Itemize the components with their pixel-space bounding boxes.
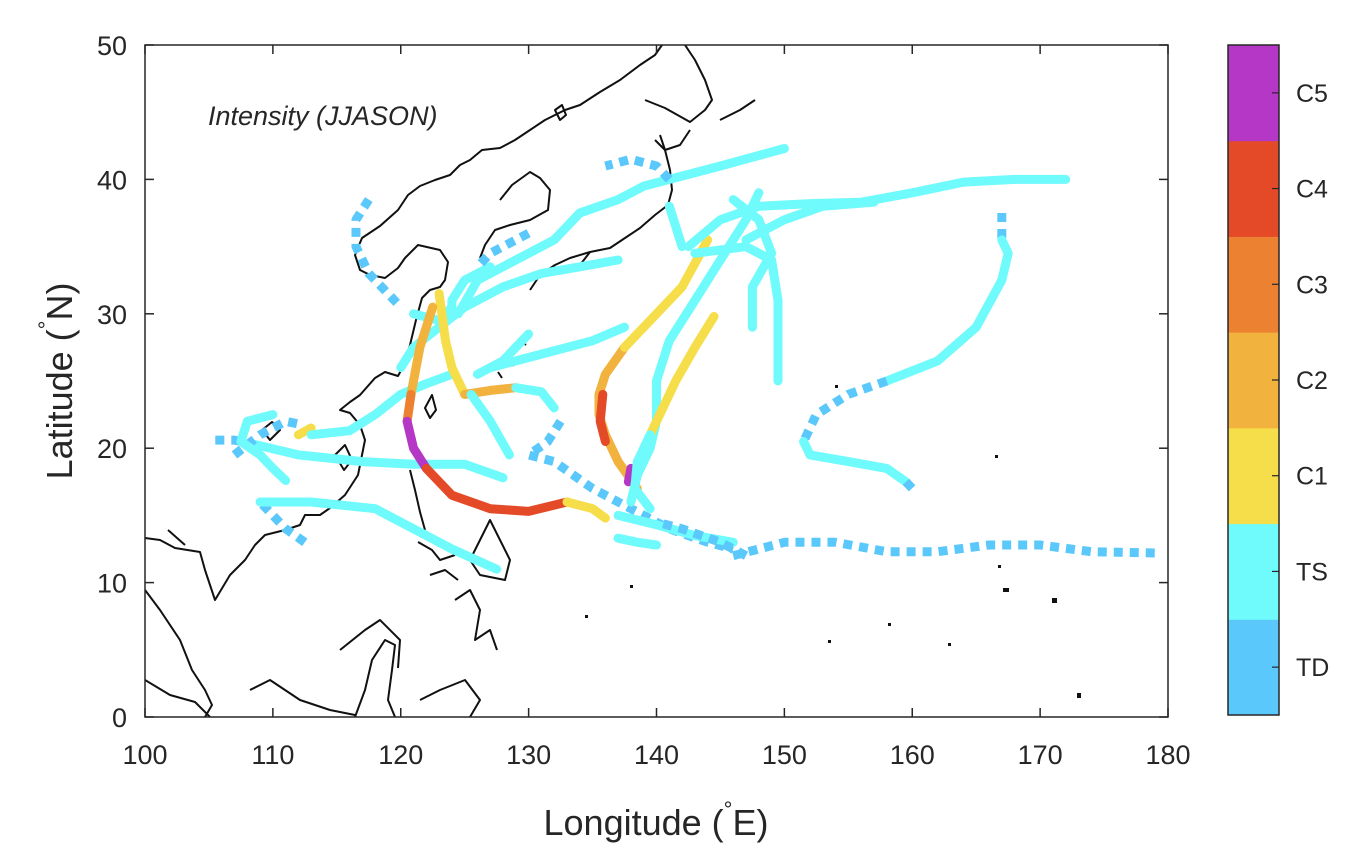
y-axis-title: Latitude (°N) xyxy=(34,283,80,480)
y-tick-label-0: 0 xyxy=(112,703,127,733)
x-tick-label-100: 100 xyxy=(122,740,167,770)
track-39-ts xyxy=(690,242,783,386)
track-32-c5 xyxy=(623,463,636,487)
x-axis-unit: E) xyxy=(732,802,768,843)
y-axis-title-text: Latitude ( xyxy=(39,329,80,479)
track-42-td xyxy=(732,537,1156,561)
x-tick-label-150: 150 xyxy=(762,740,807,770)
track-45-ts xyxy=(882,235,1013,386)
colorbar-swatch-c4 xyxy=(1228,140,1279,237)
track-1-ts xyxy=(255,497,502,574)
x-tick-label-110: 110 xyxy=(251,740,294,770)
colorbar-swatch-c5 xyxy=(1228,45,1279,142)
x-tick-label-170: 170 xyxy=(1018,740,1063,770)
track-0-td xyxy=(256,498,308,546)
track-9-ts xyxy=(485,322,629,373)
track-5-ts xyxy=(236,410,291,485)
small-islands xyxy=(585,385,1081,698)
track-13-ts xyxy=(664,144,789,184)
y-tick-label-20: 20 xyxy=(97,434,127,464)
track-43-td xyxy=(655,517,749,560)
colorbar-swatch-ts xyxy=(1228,523,1279,620)
track-31-c4 xyxy=(595,389,610,446)
colorbar-label-c2: C2 xyxy=(1296,367,1328,395)
y-tick-label-50: 50 xyxy=(97,31,127,61)
colorbar-label-td: TD xyxy=(1296,654,1329,682)
x-tick-label-180: 180 xyxy=(1145,740,1190,770)
x-tick-label-160: 160 xyxy=(890,740,935,770)
track-20-ts xyxy=(511,383,559,413)
x-tick-label-130: 130 xyxy=(506,740,551,770)
colorbar-swatch-c3 xyxy=(1228,236,1279,333)
colorbar-label-ts: TS xyxy=(1296,558,1328,586)
track-47-ts xyxy=(799,437,911,487)
y-axis-unit: N) xyxy=(39,283,80,321)
track-10-ts xyxy=(473,329,534,379)
colorbar-label-c1: C1 xyxy=(1296,463,1328,491)
y-tick-label-40: 40 xyxy=(97,165,127,195)
track-23-c3 xyxy=(402,389,416,426)
track-46-td xyxy=(799,376,889,444)
track-3-ts xyxy=(249,439,508,483)
tracks-layer xyxy=(215,144,1156,574)
colorbar-swatch-c1 xyxy=(1228,427,1279,525)
y-tick-label-30: 30 xyxy=(97,300,127,330)
track-26-c1 xyxy=(562,497,610,523)
track-24-c5 xyxy=(402,416,431,473)
track-27-td xyxy=(524,418,735,554)
x-axis-title: Longitude (°E) xyxy=(544,797,769,843)
map-annotation: Intensity (JJASON) xyxy=(208,101,438,131)
y-tick-label-10: 10 xyxy=(97,569,127,599)
coastlines xyxy=(145,45,756,717)
track-18-c1 xyxy=(434,289,470,399)
track-12-ts xyxy=(453,174,674,319)
x-tick-label-140: 140 xyxy=(634,740,679,770)
track-37-ts xyxy=(664,201,687,252)
track-7-ts xyxy=(306,369,457,440)
x-tick-label-120: 120 xyxy=(378,740,423,770)
track-48-td xyxy=(902,478,916,492)
x-axis-degree: ° xyxy=(724,797,733,822)
track-25-c4 xyxy=(421,463,572,516)
colorbar-label-c3: C3 xyxy=(1296,271,1328,299)
track-22-c2 xyxy=(406,302,438,399)
track-36-ts xyxy=(630,430,655,514)
x-axis-title-text: Longitude ( xyxy=(544,802,724,843)
track-21-ts xyxy=(466,389,514,460)
track-40-ts xyxy=(728,195,777,332)
colorbar-frame xyxy=(1227,44,1280,716)
ticks-layer: 100 110 120 130 140 150 160 170 180 0 10 20 30 40 50 xyxy=(97,31,1191,770)
track-6-c1 xyxy=(293,423,316,440)
track-35-c1 xyxy=(645,312,719,440)
track-15-td xyxy=(474,229,531,270)
track-33-c1 xyxy=(620,235,713,352)
track-41-ts xyxy=(741,197,879,245)
colorbar: TD TS C1 C2 C3 C4 C5 xyxy=(1227,44,1329,716)
track-16-td xyxy=(351,197,405,311)
track-28-ts xyxy=(613,533,661,550)
colorbar-swatch-td xyxy=(1228,619,1279,716)
colorbar-swatch-c2 xyxy=(1228,332,1279,429)
colorbar-label-c5: C5 xyxy=(1296,80,1328,108)
track-34-ts xyxy=(626,188,764,507)
y-axis-degree: ° xyxy=(34,321,59,330)
colorbar-label-c4: C4 xyxy=(1296,176,1328,204)
